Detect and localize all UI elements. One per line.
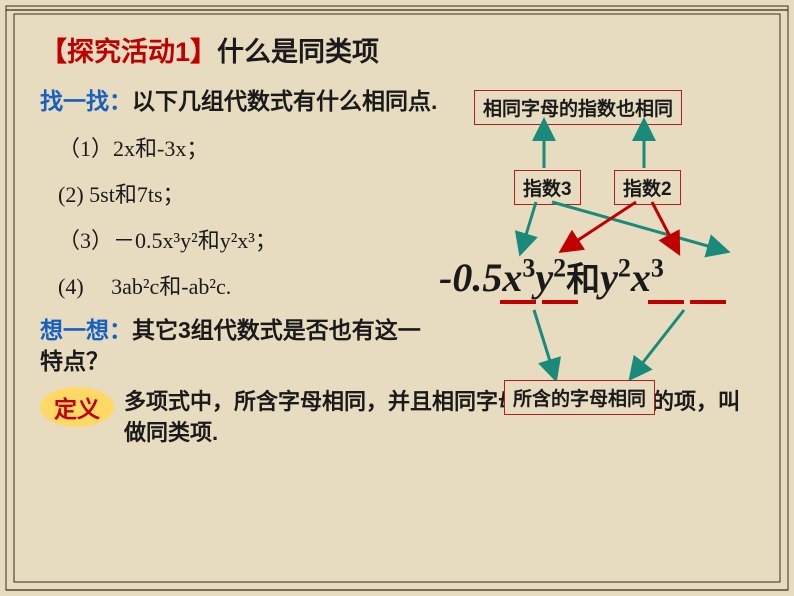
expr-and: 和	[566, 261, 600, 299]
diagram-arrows	[444, 90, 754, 410]
find-label: 找一找：	[40, 88, 132, 114]
diagram-expression: -0.5x3y2和y2x3	[439, 252, 664, 301]
title-text: 什么是同类项	[217, 37, 379, 67]
list-item: (4) 3ab²c和-ab²c.	[58, 269, 440, 301]
expr-exp3a: 3	[522, 254, 535, 283]
underline-y1	[542, 300, 578, 304]
diagram-bottom-box: 所含的字母相同	[504, 380, 655, 415]
underline-y2	[648, 300, 684, 304]
title-bracket-close: 】	[190, 37, 217, 67]
concept-diagram: 相同字母的指数也相同 指数3 指数2	[444, 90, 754, 410]
expr-exp2a: 2	[553, 254, 566, 283]
expr-y2: y	[600, 255, 618, 300]
list-item: （3）－0.5x³y²和y²x³；	[58, 223, 440, 255]
expr-coeff: -0.5	[439, 255, 502, 300]
find-text: 以下几组代数式有什么相同点.	[132, 88, 437, 114]
expr-x1: x	[502, 255, 522, 300]
list-item: （1）2x和-3x；	[58, 131, 440, 163]
title-label: 探究活动1	[67, 37, 190, 67]
underline-x2	[690, 300, 726, 304]
list-item: (2) 5st和7ts；	[58, 177, 440, 209]
underline-x1	[500, 300, 536, 304]
slide-content: 【探究活动1】什么是同类项 找一找：以下几组代数式有什么相同点. （1）2x和-…	[40, 30, 754, 566]
definition-badge: 定义	[40, 387, 114, 427]
expression-list: （1）2x和-3x； (2) 5st和7ts； （3）－0.5x³y²和y²x³…	[58, 131, 440, 301]
slide-title: 【探究活动1】什么是同类项	[40, 30, 754, 69]
think-section: 想一想：其它3组代数式是否也有这一特点？	[40, 315, 440, 377]
expr-x2: x	[631, 255, 651, 300]
expr-exp2b: 2	[618, 254, 631, 283]
expr-y1: y	[535, 255, 553, 300]
think-label: 想一想：	[40, 317, 132, 343]
find-section: 找一找：以下几组代数式有什么相同点.	[40, 87, 440, 117]
title-bracket-open: 【	[40, 37, 67, 67]
expr-exp3b: 3	[651, 254, 664, 283]
